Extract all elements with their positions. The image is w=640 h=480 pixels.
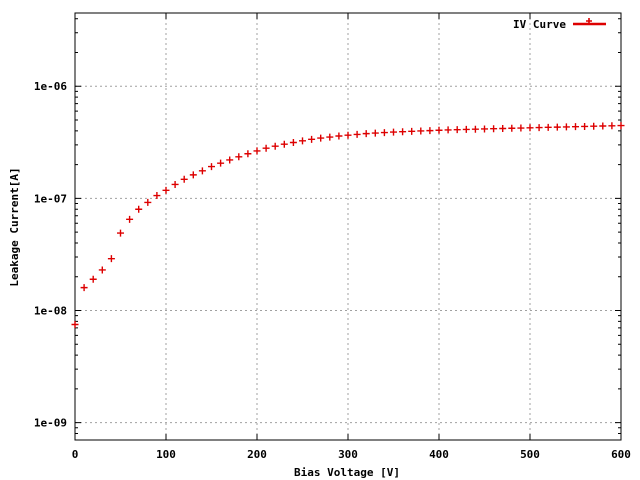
y-tick-label: 1e-06 bbox=[34, 80, 67, 93]
data-point bbox=[171, 180, 179, 188]
x-tick-label: 300 bbox=[338, 448, 358, 461]
data-point bbox=[244, 150, 252, 158]
data-point bbox=[481, 125, 488, 133]
data-point bbox=[162, 186, 170, 194]
data-point bbox=[417, 127, 425, 135]
data-point bbox=[198, 167, 206, 175]
x-tick-label: 0 bbox=[72, 448, 79, 461]
data-point bbox=[581, 122, 589, 130]
data-point bbox=[271, 142, 279, 150]
data-point bbox=[144, 198, 152, 206]
data-point bbox=[362, 130, 370, 138]
data-point bbox=[453, 126, 461, 134]
data-point bbox=[590, 122, 598, 130]
data-point bbox=[344, 131, 352, 139]
series-iv-curve bbox=[71, 122, 625, 329]
data-point bbox=[180, 175, 188, 183]
data-point bbox=[262, 144, 270, 152]
data-point bbox=[135, 205, 143, 213]
data-point bbox=[526, 124, 534, 132]
series-layer bbox=[71, 122, 625, 329]
x-tick-label: 600 bbox=[611, 448, 631, 461]
y-tick-label: 1e-07 bbox=[34, 192, 67, 205]
data-point bbox=[335, 132, 343, 140]
data-point bbox=[371, 129, 379, 137]
data-point bbox=[435, 126, 443, 134]
legend-label: IV Curve bbox=[513, 18, 566, 31]
x-axis-label: Bias Voltage [V] bbox=[294, 466, 400, 479]
data-point bbox=[235, 153, 243, 161]
legend: IV Curve bbox=[513, 18, 606, 31]
data-point bbox=[508, 124, 516, 132]
data-point bbox=[89, 275, 97, 283]
data-point bbox=[608, 122, 616, 130]
data-point bbox=[617, 122, 625, 130]
y-axis: 1e-06 1e-07 1e-08 1e-09 bbox=[34, 18, 621, 434]
data-point bbox=[535, 124, 543, 132]
data-point bbox=[189, 171, 197, 179]
data-point bbox=[299, 137, 306, 145]
data-point bbox=[308, 135, 316, 143]
data-point bbox=[572, 123, 579, 131]
data-point bbox=[326, 133, 334, 141]
x-axis: 0 100 200 300 400 500 600 bbox=[72, 13, 631, 461]
data-point bbox=[71, 321, 79, 329]
y-axis-label: Leakage Current[A] bbox=[8, 167, 21, 286]
data-point bbox=[380, 129, 388, 137]
data-point bbox=[226, 156, 234, 164]
data-point bbox=[80, 284, 88, 292]
x-tick-label: 400 bbox=[429, 448, 449, 461]
data-point bbox=[544, 123, 552, 131]
data-point bbox=[444, 126, 452, 134]
data-point bbox=[490, 125, 498, 133]
data-point bbox=[399, 128, 407, 136]
data-point bbox=[390, 128, 397, 136]
x-tick-label: 200 bbox=[247, 448, 267, 461]
data-point bbox=[126, 215, 134, 223]
data-point bbox=[208, 163, 215, 171]
data-point bbox=[107, 255, 115, 263]
data-point bbox=[499, 124, 507, 132]
data-point bbox=[553, 123, 561, 131]
legend-marker bbox=[586, 18, 592, 24]
y-tick-label: 1e-08 bbox=[34, 305, 67, 318]
data-point bbox=[462, 125, 470, 133]
x-tick-label: 100 bbox=[156, 448, 176, 461]
y-tick-label: 1e-09 bbox=[34, 417, 67, 430]
data-point bbox=[253, 147, 261, 155]
plot-frame bbox=[74, 12, 622, 441]
data-point bbox=[408, 127, 416, 135]
data-point bbox=[289, 138, 297, 146]
x-tick-label: 500 bbox=[520, 448, 540, 461]
grid bbox=[75, 13, 621, 440]
data-point bbox=[471, 125, 479, 133]
data-point bbox=[562, 123, 570, 131]
data-point bbox=[98, 266, 106, 274]
data-point bbox=[153, 192, 161, 200]
data-point bbox=[599, 122, 607, 130]
data-point bbox=[217, 159, 225, 167]
data-point bbox=[517, 124, 525, 132]
data-point bbox=[317, 134, 325, 142]
data-point bbox=[280, 140, 288, 148]
data-point bbox=[353, 130, 361, 138]
plot-border bbox=[74, 12, 622, 441]
data-point bbox=[426, 127, 434, 135]
data-point bbox=[117, 229, 124, 237]
